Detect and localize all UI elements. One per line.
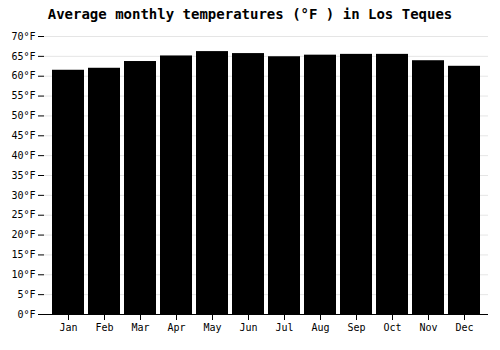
- svg-text:0°F: 0°F: [17, 309, 35, 320]
- svg-text:45°F: 45°F: [11, 130, 35, 141]
- svg-text:60°F: 60°F: [11, 70, 35, 81]
- svg-text:Dec: Dec: [455, 322, 473, 333]
- svg-text:Mar: Mar: [131, 322, 149, 333]
- svg-text:Jul: Jul: [275, 322, 293, 333]
- svg-text:30°F: 30°F: [11, 190, 35, 201]
- svg-text:65°F: 65°F: [11, 51, 35, 62]
- svg-text:10°F: 10°F: [11, 269, 35, 280]
- svg-text:20°F: 20°F: [11, 229, 35, 240]
- svg-text:Jun: Jun: [239, 322, 257, 333]
- svg-text:Jan: Jan: [59, 322, 77, 333]
- svg-text:Apr: Apr: [167, 322, 185, 333]
- svg-text:55°F: 55°F: [11, 90, 35, 101]
- svg-text:25°F: 25°F: [11, 209, 35, 220]
- svg-text:40°F: 40°F: [11, 150, 35, 161]
- svg-text:Aug: Aug: [311, 322, 329, 333]
- svg-text:May: May: [203, 322, 221, 333]
- svg-text:Oct: Oct: [383, 322, 401, 333]
- svg-text:Sep: Sep: [347, 322, 365, 333]
- svg-text:35°F: 35°F: [11, 170, 35, 181]
- svg-text:70°F: 70°F: [11, 31, 35, 42]
- svg-text:15°F: 15°F: [11, 249, 35, 260]
- svg-text:Nov: Nov: [419, 322, 437, 333]
- svg-text:50°F: 50°F: [11, 110, 35, 121]
- svg-text:Feb: Feb: [95, 322, 113, 333]
- html-text:Average monthly temperatures (: Average monthly temperatures (°F ) in Lo…: [47, 6, 453, 22]
- svg-text:5°F: 5°F: [17, 289, 35, 300]
